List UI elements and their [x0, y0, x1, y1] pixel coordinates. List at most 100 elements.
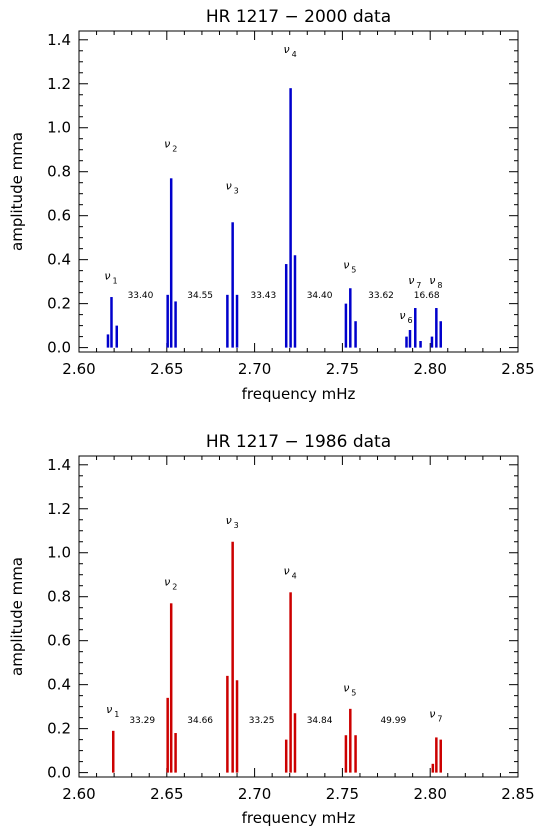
peak-label: ν	[429, 708, 435, 721]
peak-label-subscript: 2	[172, 145, 177, 154]
amplitude-bar	[231, 541, 234, 773]
amplitude-bar	[235, 680, 239, 773]
x-axis-label: frequency mHz	[242, 809, 356, 827]
x-tick-label: 2.80	[413, 785, 446, 803]
amplitude-bar	[284, 264, 288, 348]
x-tick-label: 2.85	[501, 785, 534, 803]
peak-label: ν	[343, 681, 349, 694]
x-tick-label: 2.85	[501, 360, 534, 378]
chart-title: HR 1217 − 2000 data	[206, 7, 391, 27]
y-tick-label: 1.0	[47, 544, 71, 562]
peak-label-subscript: 4	[292, 572, 297, 581]
peak-label: ν	[106, 703, 112, 716]
spacing-annotation: 34.84	[307, 716, 333, 726]
spacing-annotation: 33.40	[128, 291, 154, 301]
amplitude-bar	[231, 222, 234, 348]
peak-label: ν	[284, 565, 290, 578]
amplitude-bar	[435, 737, 438, 773]
amplitude-bar	[169, 603, 173, 773]
peak-label: ν	[164, 576, 170, 589]
y-tick-label: 0.0	[47, 764, 71, 782]
x-tick-label: 2.70	[238, 785, 271, 803]
amplitude-bar	[166, 294, 169, 348]
x-tick-label: 2.60	[62, 785, 95, 803]
amplitude-bar	[226, 675, 229, 773]
y-tick-label: 1.2	[47, 75, 71, 93]
amplitude-bar	[349, 708, 352, 773]
spacing-annotation: 34.66	[187, 716, 213, 726]
y-tick-label: 1.0	[47, 119, 71, 137]
amplitude-bar	[344, 303, 348, 348]
amplitude-bar	[174, 301, 177, 348]
y-tick-label: 1.2	[47, 500, 71, 518]
peak-label-subscript: 3	[234, 521, 239, 530]
plot-frame	[78, 30, 519, 353]
amplitude-bar	[354, 735, 357, 773]
peak-label-subscript: 2	[172, 583, 177, 592]
spacing-annotation: 16.68	[414, 291, 440, 301]
amplitude-bar	[226, 294, 229, 348]
chart-panel-1986: HR 1217 − 1986 data 2.60 2.65 2.70 2.75 2.80 2…	[8, 432, 535, 827]
chart-title: HR 1217 − 1986 data	[206, 432, 391, 452]
peak-label-subscript: 4	[292, 50, 297, 59]
amplitude-bar	[419, 341, 422, 348]
amplitude-bar	[344, 735, 348, 773]
spacing-annotation: 34.55	[187, 291, 213, 301]
amplitude-bar	[430, 336, 434, 348]
peak-label-subscript: 8	[437, 281, 442, 290]
y-tick-label: 0.4	[47, 251, 71, 269]
peak-label-subscript: 6	[407, 316, 412, 325]
peak-label: ν	[226, 179, 232, 192]
y-tick-label: 0.6	[47, 632, 71, 650]
amplitude-bar	[174, 733, 177, 773]
amplitude-bar	[408, 330, 412, 348]
y-tick-label: 1.4	[47, 31, 71, 49]
amplitude-bar	[293, 713, 297, 773]
amplitude-bar	[110, 297, 113, 348]
peak-label-subscript: 5	[351, 265, 356, 274]
x-tick-label: 2.75	[326, 360, 359, 378]
amplitude-bar	[439, 321, 442, 348]
spacing-annotation: 33.62	[368, 291, 394, 301]
amplitude-bar	[439, 739, 442, 773]
peak-label: ν	[343, 258, 349, 271]
x-tick-label: 2.80	[413, 360, 446, 378]
spacing-annotation: 33.25	[249, 716, 275, 726]
peak-label-subscript: 1	[114, 710, 119, 719]
amplitude-bar	[169, 178, 173, 348]
amplitude-bar	[235, 294, 239, 348]
amplitude-bar	[106, 334, 110, 348]
spacing-annotation: 49.99	[380, 716, 406, 726]
peak-label: ν	[284, 43, 290, 56]
y-tick-label: 0.8	[47, 588, 71, 606]
peak-label: ν	[164, 138, 170, 151]
spacing-annotation: 33.43	[250, 291, 276, 301]
amplitude-bar	[405, 336, 408, 348]
amplitude-bar	[111, 730, 115, 773]
peak-label: ν	[226, 514, 232, 527]
peak-label-subscript: 7	[416, 281, 421, 290]
x-tick-label: 2.65	[150, 360, 183, 378]
amplitude-bar	[431, 763, 435, 773]
spacing-annotation: 33.29	[129, 716, 155, 726]
y-axis-label: amplitude mma	[8, 132, 26, 251]
y-tick-label: 0.2	[47, 295, 71, 313]
amplitude-bar	[115, 325, 119, 348]
y-axis-label: amplitude mma	[8, 557, 26, 676]
peak-label-subscript: 7	[437, 715, 442, 724]
peak-label: ν	[104, 269, 110, 282]
plot-frame	[78, 455, 519, 778]
amplitude-bar	[284, 739, 288, 773]
y-tick-label: 0.6	[47, 207, 71, 225]
spacing-annotation: 34.40	[307, 291, 333, 301]
amplitude-bar	[289, 88, 292, 348]
amplitude-bar	[435, 308, 438, 348]
peak-label: ν	[399, 309, 405, 322]
x-tick-label: 2.70	[238, 360, 271, 378]
peak-label-subscript: 5	[351, 688, 356, 697]
amplitude-bar	[293, 255, 297, 348]
amplitude-bar	[349, 288, 352, 348]
amplitude-bar	[289, 592, 292, 773]
x-tick-label: 2.60	[62, 360, 95, 378]
